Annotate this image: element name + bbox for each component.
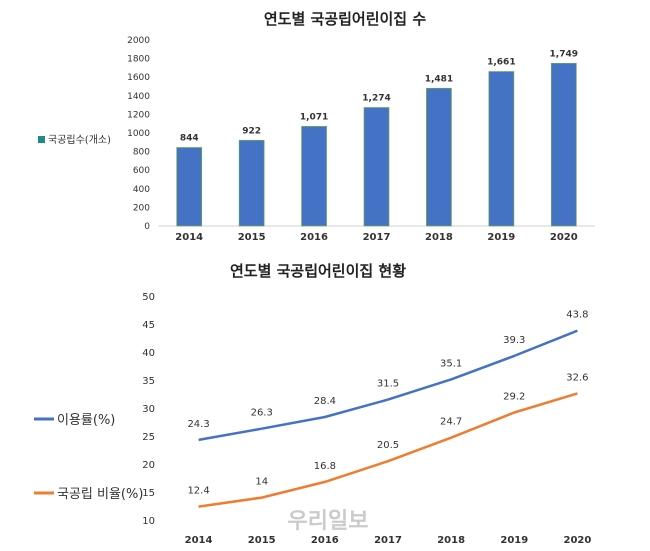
- data-label: 24.7: [440, 417, 462, 428]
- data-label: 43.8: [566, 310, 588, 321]
- bar-chart: 연도별 국공립어린이집 수 0 200 400 600 800 1000 1200 1400 1…: [38, 10, 595, 243]
- line-chart: 연도별 국공립어린이집 현황 10 15 20 25 30 35 40 45 50 24.3 26…: [34, 262, 592, 546]
- data-label: 14: [255, 477, 268, 488]
- bar-chart-title: 연도별 국공립어린이집 수: [264, 10, 426, 28]
- bar: [176, 147, 203, 227]
- y-tick-label: 35: [142, 376, 155, 387]
- data-label: 1,749: [550, 49, 578, 59]
- y-tick-label: 50: [142, 292, 155, 303]
- x-tick-label: 2017: [374, 535, 402, 546]
- y-tick-label: 1600: [127, 73, 150, 83]
- x-tick-label: 2019: [500, 535, 528, 546]
- x-tick-label: 2016: [311, 535, 339, 546]
- x-tick-label: 2017: [363, 232, 391, 243]
- y-tick-label: 10: [142, 516, 155, 527]
- data-label: 16.8: [314, 461, 336, 472]
- data-label: 39.3: [503, 335, 525, 346]
- data-label: 26.3: [251, 408, 273, 419]
- legend-label-bar: 국공립수(개소): [48, 133, 111, 146]
- data-label: 35.1: [440, 358, 462, 369]
- y-tick-label: 1400: [127, 92, 150, 102]
- data-label: 29.2: [503, 391, 525, 402]
- data-label: 24.3: [187, 419, 209, 430]
- x-tick-label: 2016: [300, 232, 328, 243]
- data-label: 28.4: [314, 396, 336, 407]
- bar: [238, 139, 265, 227]
- x-tick-label: 2015: [248, 535, 276, 546]
- bar: [550, 62, 577, 227]
- y-tick-label: 20: [142, 460, 155, 471]
- data-label: 31.5: [377, 379, 399, 390]
- y-tick-label: 1000: [127, 129, 150, 139]
- y-tick-label: 800: [133, 148, 150, 158]
- x-tick-label: 2018: [437, 535, 465, 546]
- y-tick-label: 15: [142, 488, 155, 499]
- x-tick-label: 2018: [425, 232, 453, 243]
- y-tick-label: 45: [142, 320, 155, 331]
- series-line-usage: [198, 329, 578, 442]
- y-tick-label: 40: [142, 348, 155, 359]
- legend-swatch-bar: [38, 136, 45, 143]
- data-label: 922: [242, 126, 261, 136]
- data-label: 1,661: [487, 58, 515, 68]
- series-line-public-ratio: [198, 392, 578, 508]
- data-label: 844: [180, 134, 199, 144]
- y-tick-label: 1800: [127, 55, 150, 65]
- legend-label-public-ratio: 국공립 비율(%): [57, 487, 143, 502]
- y-tick-label: 600: [133, 166, 150, 176]
- bar: [426, 87, 452, 227]
- bar: [488, 71, 515, 227]
- data-label: 32.6: [566, 372, 588, 383]
- bar: [301, 126, 327, 227]
- y-tick-label: 1200: [127, 110, 150, 120]
- y-tick-label: 2000: [127, 36, 150, 46]
- x-tick-label: 2015: [238, 232, 266, 243]
- data-label: 1,481: [425, 74, 453, 84]
- legend-label-usage: 이용률(%): [57, 413, 115, 428]
- y-tick-label: 200: [133, 203, 150, 213]
- x-tick-label: 2020: [550, 232, 578, 243]
- data-label: 12.4: [187, 486, 209, 497]
- bar: [363, 107, 390, 227]
- x-tick-label: 2014: [175, 232, 203, 243]
- line-chart-title: 연도별 국공립어린이집 현황: [230, 262, 406, 280]
- y-tick-label: 400: [133, 185, 150, 195]
- watermark: 우리일보: [288, 509, 369, 534]
- data-label: 1,071: [300, 112, 328, 122]
- x-tick-label: 2019: [487, 232, 515, 243]
- x-tick-label: 2020: [564, 535, 592, 546]
- x-tick-label: 2014: [185, 535, 213, 546]
- y-tick-label: 0: [144, 222, 150, 232]
- data-label: 1,274: [362, 94, 390, 104]
- y-tick-label: 25: [142, 432, 155, 443]
- data-label: 20.5: [377, 440, 399, 451]
- y-tick-label: 30: [142, 404, 155, 415]
